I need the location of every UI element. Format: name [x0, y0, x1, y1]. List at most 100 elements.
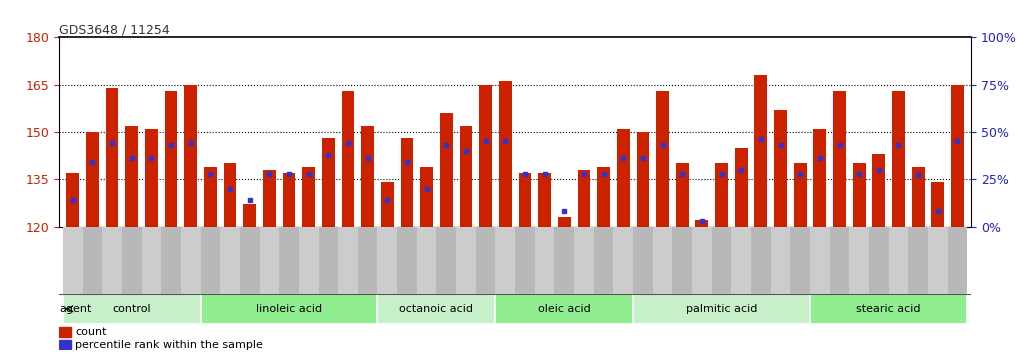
Bar [377, 227, 398, 312]
Bar [692, 227, 712, 312]
Bar [873, 154, 885, 227]
Text: percentile rank within the sample: percentile rank within the sample [75, 339, 263, 349]
Text: linoleic acid: linoleic acid [256, 304, 322, 314]
Bar [908, 227, 928, 312]
Text: stearic acid: stearic acid [856, 304, 921, 314]
Bar [814, 129, 826, 227]
Bar [302, 167, 315, 227]
Bar [912, 167, 924, 227]
Bar [440, 113, 453, 227]
Bar [495, 294, 633, 324]
Bar [361, 126, 374, 227]
Bar [755, 75, 767, 227]
Bar [417, 227, 436, 312]
Bar [613, 227, 633, 312]
Bar [633, 294, 810, 324]
Bar [499, 81, 512, 227]
Bar [656, 91, 669, 227]
Text: palmitic acid: palmitic acid [685, 304, 758, 314]
Bar [594, 227, 613, 312]
Bar [495, 227, 516, 312]
Bar [810, 294, 967, 324]
Bar [224, 164, 236, 227]
Bar [342, 91, 354, 227]
Bar [184, 85, 197, 227]
Bar [932, 182, 944, 227]
Bar [125, 126, 138, 227]
Bar [66, 173, 79, 227]
Bar [200, 294, 377, 324]
Bar [676, 164, 689, 227]
Bar [538, 173, 551, 227]
Bar [122, 227, 141, 312]
Bar [519, 173, 531, 227]
Bar [889, 227, 908, 312]
Bar [869, 227, 889, 312]
Bar [853, 164, 865, 227]
Bar [240, 227, 259, 312]
Bar [103, 227, 122, 312]
Bar [794, 164, 806, 227]
Bar [790, 227, 810, 312]
Bar [436, 227, 457, 312]
Bar [381, 182, 394, 227]
Bar [259, 227, 280, 312]
Bar [810, 227, 830, 312]
Bar [735, 148, 747, 227]
Text: GDS3648 / 11254: GDS3648 / 11254 [59, 23, 170, 36]
Bar [299, 227, 318, 312]
Bar [221, 227, 240, 312]
Bar [948, 227, 967, 312]
Bar [243, 205, 256, 227]
Text: agent: agent [59, 304, 92, 314]
Bar [141, 227, 162, 312]
Bar [401, 138, 413, 227]
Bar [731, 227, 751, 312]
Bar [162, 227, 181, 312]
Bar [86, 132, 99, 227]
Bar [951, 85, 964, 227]
Bar [637, 132, 649, 227]
Bar [892, 91, 905, 227]
Bar [59, 327, 71, 337]
Bar [200, 227, 221, 312]
Text: oleic acid: oleic acid [538, 304, 591, 314]
Bar [165, 91, 177, 227]
Bar [558, 217, 571, 227]
Bar [578, 170, 590, 227]
Bar [322, 138, 335, 227]
Bar [106, 88, 118, 227]
Bar [715, 164, 728, 227]
Bar [398, 227, 417, 312]
Bar [358, 227, 377, 312]
Bar [181, 227, 200, 312]
Bar [476, 227, 495, 312]
Bar [535, 227, 554, 312]
Bar [420, 167, 433, 227]
Bar [479, 85, 492, 227]
Bar [617, 129, 630, 227]
Bar [460, 126, 472, 227]
Bar [653, 227, 672, 312]
Bar [59, 340, 71, 349]
Bar [833, 91, 846, 227]
Bar [280, 227, 299, 312]
Bar [554, 227, 574, 312]
Bar [318, 227, 339, 312]
Text: octanoic acid: octanoic acid [400, 304, 474, 314]
Bar [849, 227, 869, 312]
Bar [63, 294, 200, 324]
Bar [457, 227, 476, 312]
Bar [672, 227, 692, 312]
Text: control: control [113, 304, 152, 314]
Bar [145, 129, 158, 227]
Bar [204, 167, 217, 227]
Bar [377, 294, 495, 324]
Bar [597, 167, 610, 227]
Bar [516, 227, 535, 312]
Bar [574, 227, 594, 312]
Bar [633, 227, 653, 312]
Bar [339, 227, 358, 312]
Bar [751, 227, 771, 312]
Bar [63, 227, 82, 312]
